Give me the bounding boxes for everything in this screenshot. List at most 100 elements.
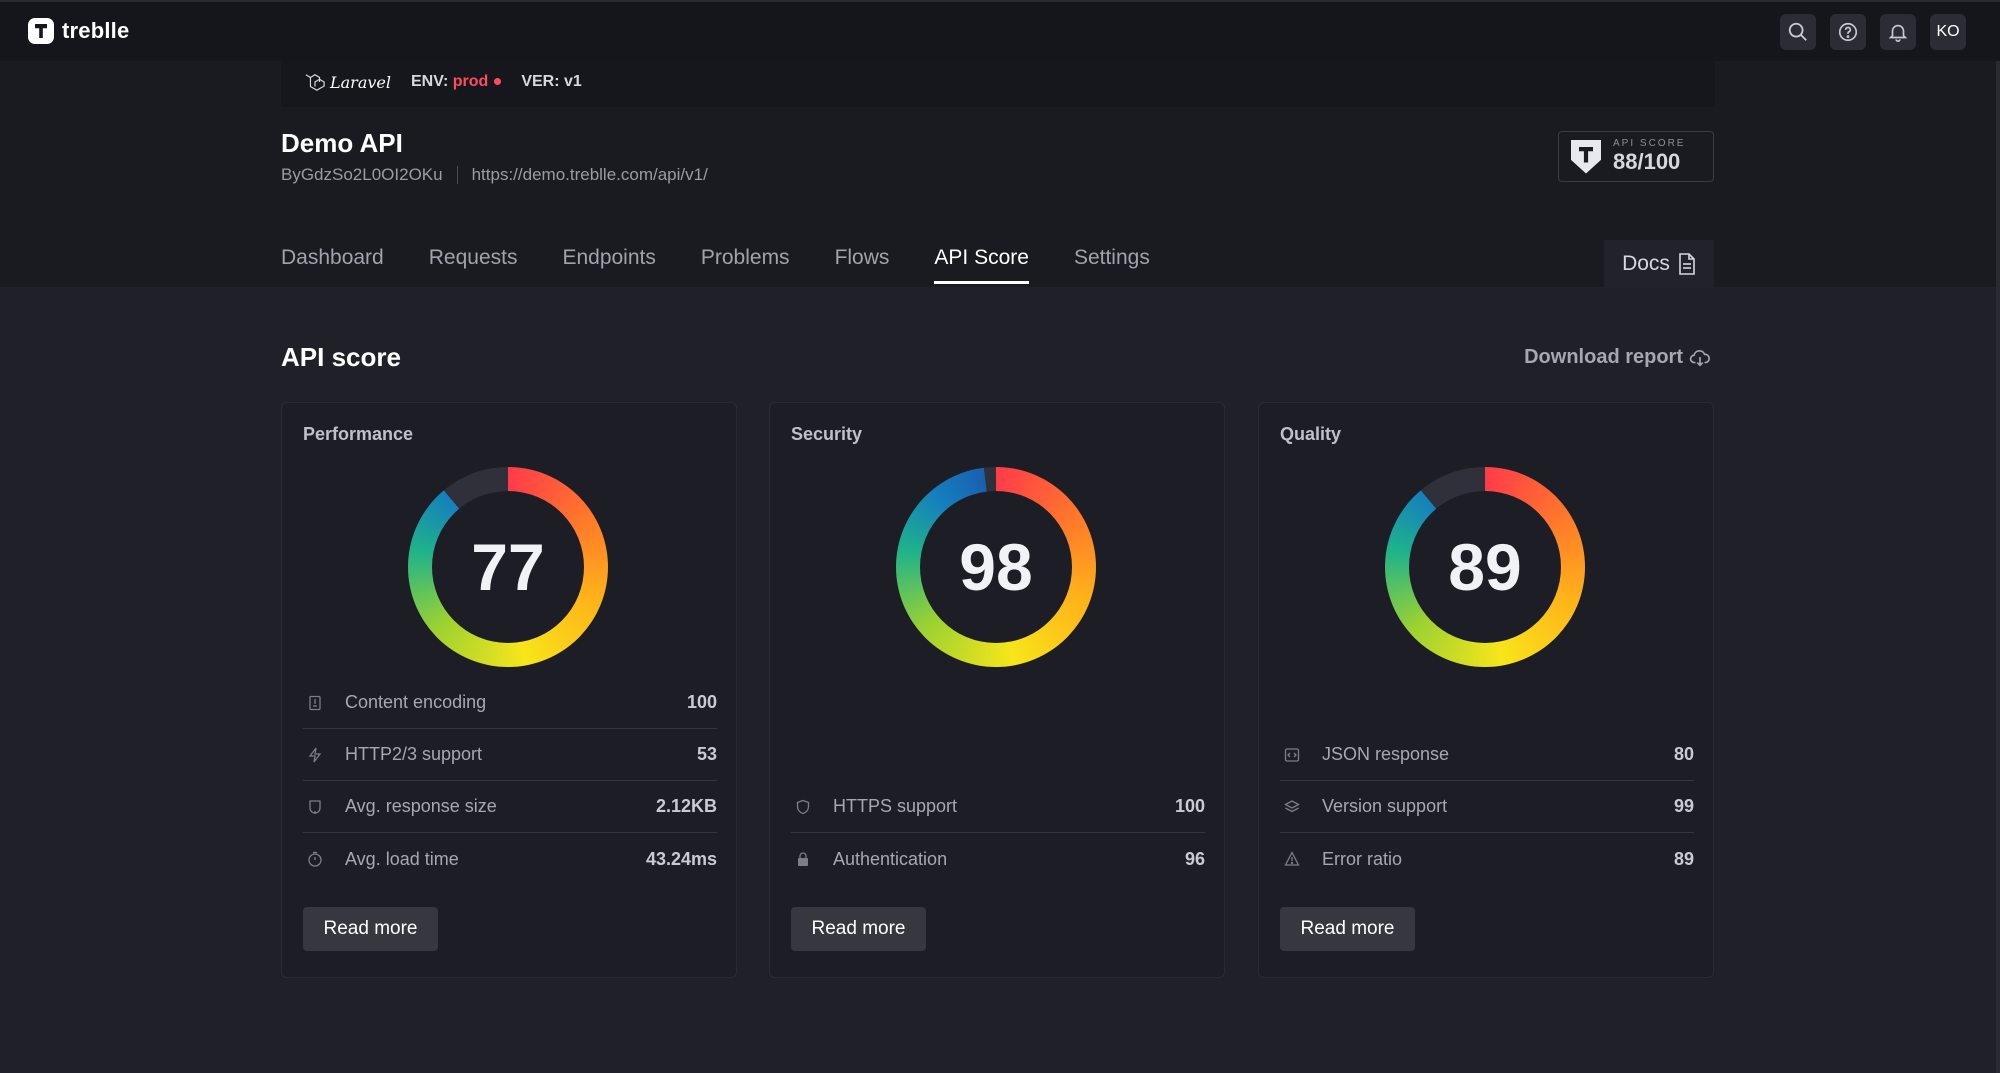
logo-text: treblle	[62, 18, 130, 43]
metric-label: Content encoding	[345, 692, 487, 712]
document-icon	[1679, 253, 1695, 275]
help-icon	[1838, 22, 1858, 42]
layers-icon	[1284, 799, 1300, 815]
read-more-button[interactable]: Read more	[1280, 907, 1415, 951]
metric-row: Authentication 96	[791, 833, 1205, 885]
framework-name: Laravel	[330, 72, 391, 92]
metric-list: HTTPS support 100 Authentication 96	[791, 781, 1205, 885]
score-value: 98	[920, 491, 1072, 643]
metric-value: 53	[696, 744, 717, 764]
shield-icon	[795, 799, 811, 815]
score-value: 89	[1409, 491, 1561, 643]
metric-row: Version support 99	[1280, 781, 1694, 833]
help-button[interactable]	[1830, 14, 1866, 50]
tab-bar: Dashboard Requests Endpoints Problems Fl…	[281, 246, 1150, 284]
docs-button[interactable]: Docs	[1604, 240, 1714, 288]
document-icon	[307, 695, 323, 711]
metric-value: 89	[1673, 848, 1694, 869]
env-label: ENV:	[410, 73, 449, 90]
tab-requests[interactable]: Requests	[428, 246, 518, 269]
tab-api-score[interactable]: API Score	[934, 246, 1029, 284]
version-info: VER: v1	[521, 73, 581, 91]
metric-value: 2.12KB	[655, 796, 717, 816]
metric-list: Content encoding 100 HTTP2/3 support 53 …	[303, 677, 717, 885]
section-title: API score	[281, 342, 401, 372]
read-more-button[interactable]: Read more	[791, 907, 926, 951]
tab-settings[interactable]: Settings	[1073, 246, 1150, 269]
ver-label: VER:	[521, 73, 560, 90]
env-info: ENV: prod	[410, 73, 502, 91]
env-value: prod	[452, 73, 489, 90]
metric-row: Content encoding 100	[303, 677, 717, 729]
docs-label: Docs	[1622, 252, 1670, 275]
score-card-quality: Quality 89 JSON response 80 Version supp…	[1258, 402, 1714, 978]
metric-value: 100	[1174, 796, 1205, 816]
page-title: Demo API	[281, 128, 403, 158]
score-card-performance: Performance 77 Content encoding 100 HTTP…	[281, 402, 737, 978]
metric-label: HTTPS support	[833, 796, 958, 816]
warning-icon	[1284, 851, 1300, 867]
avatar-initials: KO	[1936, 23, 1960, 40]
project-id: ByGdzSo2L0OI2OKu	[281, 165, 443, 184]
api-score-badge[interactable]: API SCORE 88/100	[1558, 131, 1714, 182]
metric-label: Authentication	[833, 848, 948, 869]
search-button[interactable]	[1780, 14, 1816, 50]
metric-label: Version support	[1322, 796, 1448, 816]
metric-value: 100	[686, 692, 717, 712]
metric-value: 96	[1184, 848, 1205, 869]
ver-value: v1	[564, 73, 582, 90]
download-label: Download report	[1524, 346, 1683, 368]
metric-list: JSON response 80 Version support 99 Erro…	[1280, 729, 1694, 885]
score-gauge: 98	[896, 467, 1096, 667]
tab-dashboard[interactable]: Dashboard	[281, 246, 384, 269]
metric-value: 43.24ms	[645, 848, 717, 869]
project-meta: ByGdzSo2L0OI2OKu https://demo.treblle.co…	[281, 165, 708, 185]
metric-row: Avg. load time 43.24ms	[303, 833, 717, 885]
badge-label: API SCORE	[1613, 138, 1686, 149]
metric-label: Avg. response size	[345, 796, 497, 816]
bell-icon	[1888, 24, 1908, 42]
badge-value: 88/100	[1613, 149, 1681, 174]
metric-label: HTTP2/3 support	[345, 744, 483, 764]
top-bar: treblle KO	[0, 0, 2000, 61]
metric-value: 99	[1673, 796, 1694, 816]
treblle-logo-icon	[28, 18, 54, 44]
metric-label: Error ratio	[1322, 848, 1403, 869]
lock-icon	[795, 851, 811, 867]
search-icon	[1788, 22, 1807, 41]
json-icon	[1284, 747, 1300, 763]
metric-row: HTTP2/3 support 53	[303, 729, 717, 781]
card-title: Performance	[303, 424, 414, 444]
notifications-button[interactable]	[1880, 14, 1916, 50]
env-status-dot	[494, 78, 502, 86]
environment-strip	[281, 61, 1715, 107]
laravel-icon	[305, 74, 325, 91]
score-gauge: 77	[408, 467, 608, 667]
environment-info: Laravel ENV: prod VER: v1	[304, 72, 582, 92]
cloud-download-icon	[1689, 349, 1710, 367]
page-scrollbar[interactable]	[1996, 61, 2000, 1073]
metric-label: JSON response	[1322, 744, 1450, 764]
score-value: 77	[432, 491, 584, 643]
tab-flows[interactable]: Flows	[834, 246, 890, 269]
tab-problems[interactable]: Problems	[700, 246, 790, 269]
tab-endpoints[interactable]: Endpoints	[562, 246, 656, 269]
stopwatch-icon	[307, 851, 323, 867]
metric-row: HTTPS support 100	[791, 781, 1205, 833]
card-title: Quality	[1280, 424, 1342, 444]
download-report-button[interactable]: Download report	[1524, 346, 1711, 369]
treblle-shield-icon	[1571, 139, 1601, 174]
metric-label: Avg. load time	[345, 848, 459, 869]
user-avatar-button[interactable]: KO	[1930, 14, 1966, 50]
framework: Laravel	[304, 72, 391, 92]
read-more-button[interactable]: Read more	[303, 907, 438, 951]
divider	[456, 166, 458, 184]
treblle-logo[interactable]: treblle	[28, 18, 129, 44]
project-url[interactable]: https://demo.treblle.com/api/v1/	[471, 165, 708, 184]
metric-row: Avg. response size 2.12KB	[303, 781, 717, 833]
metric-value: 80	[1673, 744, 1694, 764]
bolt-icon	[307, 747, 323, 763]
response-size-icon	[307, 799, 323, 815]
card-title: Security	[791, 424, 863, 444]
score-gauge: 89	[1385, 467, 1585, 667]
